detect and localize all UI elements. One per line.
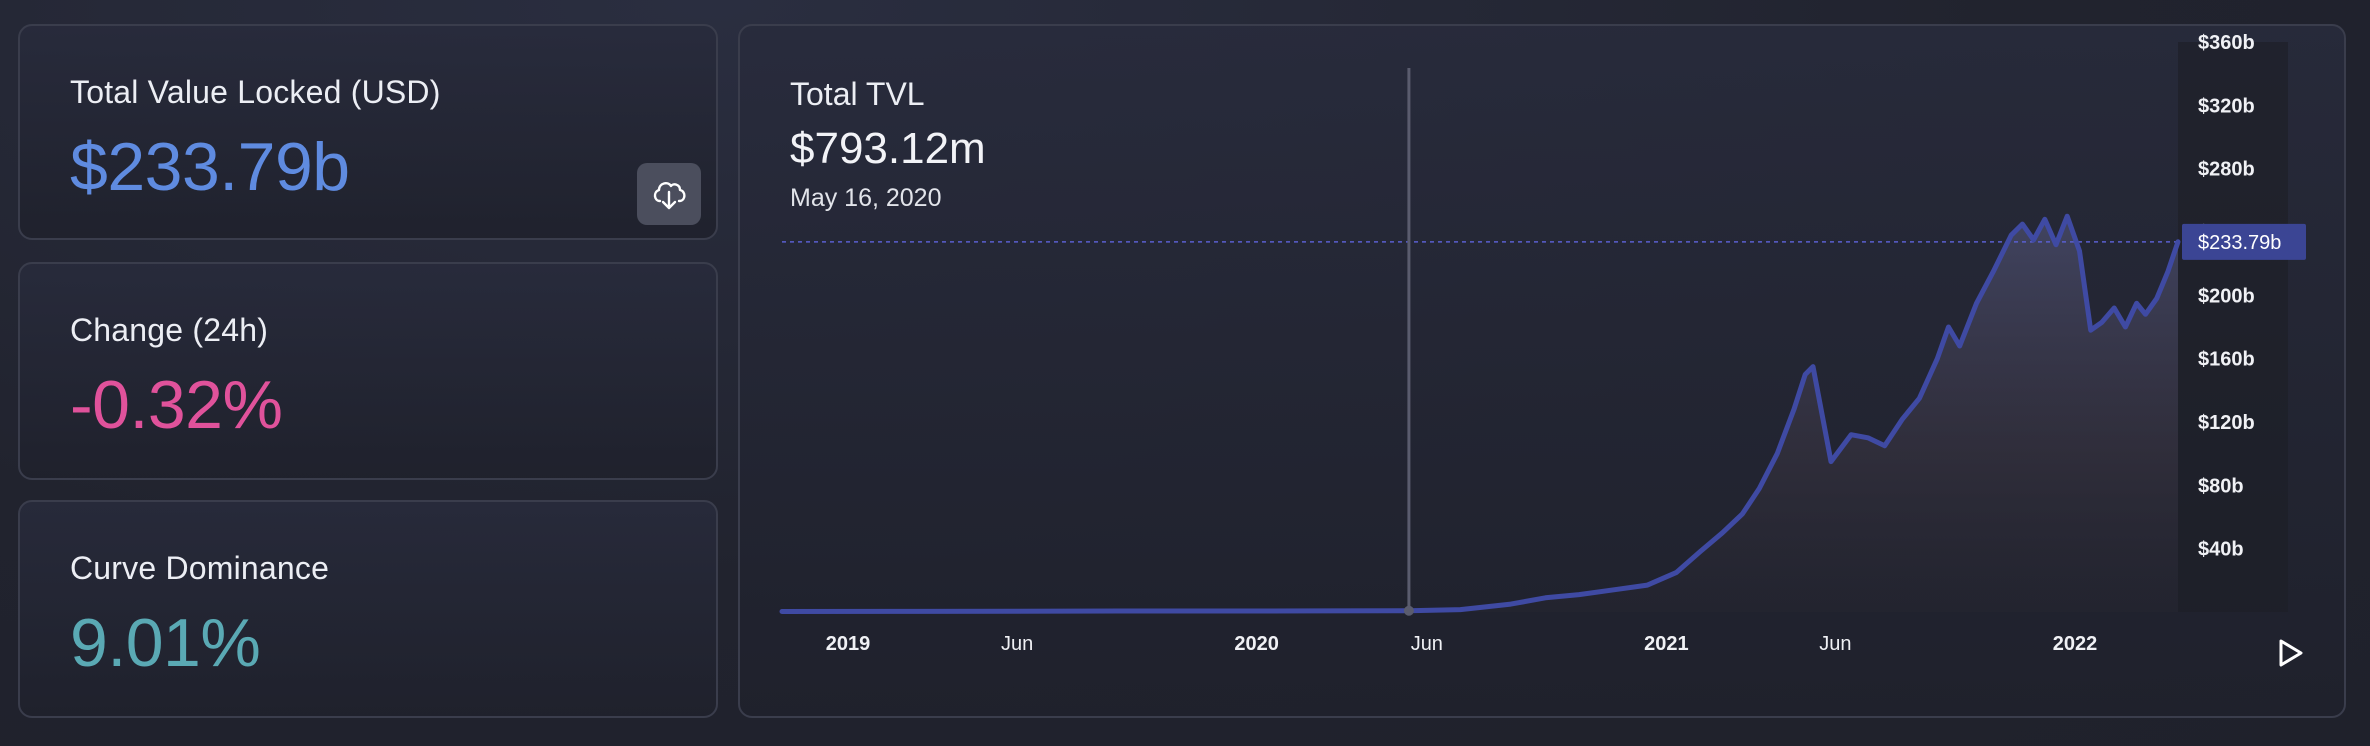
- x-tick-label: Jun: [1819, 633, 1851, 655]
- x-axis: 2019 Jun 2020 Jun 2021 Jun 2022: [826, 633, 2097, 655]
- x-tick-label: 2020: [1234, 633, 1279, 655]
- y-tick-label: $160b: [2198, 349, 2255, 371]
- dominance-card: Curve Dominance 9.01%: [18, 500, 718, 718]
- y-tick-label: $200b: [2198, 285, 2255, 307]
- chart-hover-date: May 16, 2020: [790, 184, 942, 212]
- y-tick-label: $40b: [2198, 539, 2244, 561]
- tvl-area-fill: [782, 216, 2178, 612]
- tvl-series-line: [779, 213, 2181, 614]
- change-card: Change (24h) -0.32%: [18, 262, 718, 480]
- play-button[interactable]: [2272, 635, 2308, 671]
- cloud-download-icon: [649, 174, 689, 214]
- tvl-value: $233.79b: [70, 129, 350, 205]
- current-value-badge: $233.79b: [2182, 223, 2306, 260]
- y-tick-label: $80b: [2198, 475, 2244, 497]
- y-axis-panel: [2178, 42, 2288, 612]
- y-tick-label: $320b: [2198, 95, 2255, 117]
- dominance-value: 9.01%: [70, 605, 261, 681]
- current-value-badge-bg: [2182, 223, 2306, 260]
- chart-title: Total TVL: [790, 76, 925, 112]
- tvl-label: Total Value Locked (USD): [70, 74, 441, 110]
- tvl-chart-card: Total TVL $793.12m May 16, 2020 $40b $80b…: [738, 24, 2346, 718]
- x-tick-label: 2019: [826, 633, 871, 655]
- current-value-badge-label: $233.79b: [2198, 232, 2281, 254]
- hover-point: [1403, 605, 1414, 616]
- tvl-card: Total Value Locked (USD) $233.79b: [18, 24, 718, 240]
- x-tick-label: 2021: [1644, 633, 1689, 655]
- y-tick-label: $360b: [2198, 32, 2255, 54]
- x-tick-label: Jun: [1001, 633, 1033, 655]
- play-icon: [2272, 635, 2308, 671]
- y-tick-label: $280b: [2198, 159, 2255, 181]
- dominance-label: Curve Dominance: [70, 550, 330, 586]
- x-tick-label: 2022: [2053, 633, 2098, 655]
- chart-hover-value: $793.12m: [790, 124, 986, 173]
- download-button[interactable]: [637, 163, 701, 225]
- x-tick-label: Jun: [1411, 633, 1443, 655]
- change-value: -0.32%: [70, 367, 283, 443]
- tvl-area-chart[interactable]: $40b$80b$120b$160b$200b$240b$280b$320b$3…: [740, 26, 2344, 716]
- y-tick-label: $120b: [2198, 412, 2255, 434]
- change-label: Change (24h): [70, 312, 269, 348]
